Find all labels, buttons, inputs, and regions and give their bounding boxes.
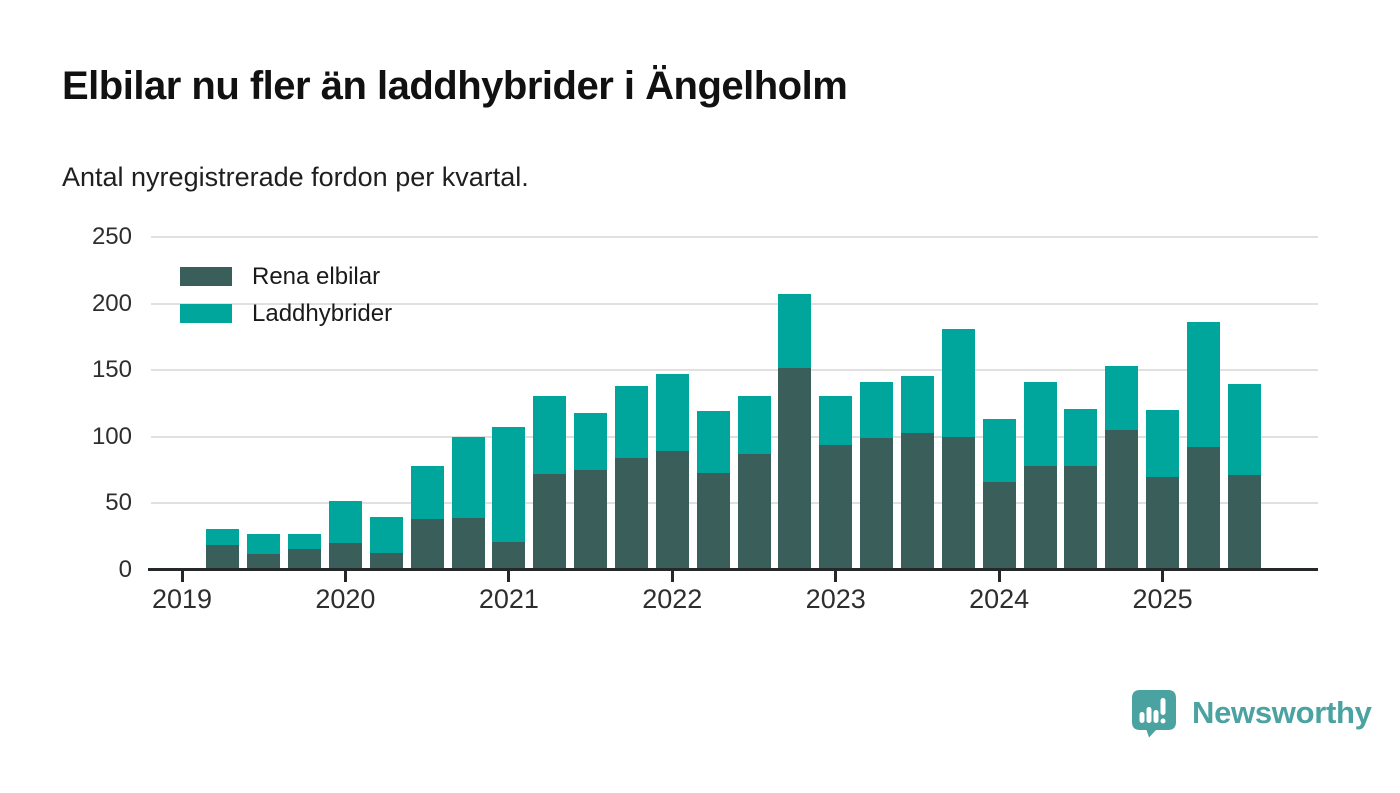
bar-segment-laddhybrider-2025-Q1 xyxy=(1146,410,1180,477)
bar-segment-laddhybrider-2025-Q2 xyxy=(1186,322,1220,448)
legend-item: Rena elbilar xyxy=(180,261,392,292)
chart-subtitle: Antal nyregistrerade fordon per kvartal. xyxy=(62,162,529,192)
bar-segment-rena-elbilar-2024-Q3 xyxy=(1064,466,1098,570)
x-axis-tick xyxy=(670,570,674,582)
gridline xyxy=(151,236,1318,238)
bar-segment-laddhybrider-2022-Q2 xyxy=(696,411,730,473)
bar-segment-rena-elbilar-2024-Q1 xyxy=(982,482,1016,570)
bar-segment-rena-elbilar-2022-Q1 xyxy=(655,451,689,570)
newsworthy-logo-icon xyxy=(1132,690,1176,738)
bar-segment-laddhybrider-2019-Q2 xyxy=(206,528,240,545)
x-axis-tick xyxy=(507,570,511,582)
bar-segment-laddhybrider-2020-Q4 xyxy=(451,436,485,519)
legend-item: Laddhybrider xyxy=(180,298,392,329)
bar-segment-rena-elbilar-2022-Q4 xyxy=(778,367,812,570)
legend-swatch xyxy=(180,267,232,286)
x-tick-label: 2024 xyxy=(969,584,1030,614)
bar-segment-laddhybrider-2021-Q4 xyxy=(614,386,648,459)
y-tick-label: 100 xyxy=(91,422,132,450)
x-tick-label: 2021 xyxy=(478,584,539,614)
bar-segment-laddhybrider-2023-Q3 xyxy=(900,375,934,433)
x-tick-label: 2023 xyxy=(805,584,866,614)
y-tick-label: 50 xyxy=(105,489,132,517)
bar-segment-rena-elbilar-2025-Q2 xyxy=(1186,447,1220,570)
bar-segment-laddhybrider-2023-Q1 xyxy=(819,395,853,445)
y-tick-label: 0 xyxy=(118,556,132,583)
bar-segment-rena-elbilar-2019-Q2 xyxy=(206,544,240,570)
bar-segment-rena-elbilar-2021-Q2 xyxy=(533,474,567,570)
bar-segment-laddhybrider-2022-Q4 xyxy=(778,294,812,368)
bar-segment-laddhybrider-2022-Q1 xyxy=(655,374,689,452)
bar-segment-laddhybrider-2023-Q2 xyxy=(860,382,894,439)
bar-segment-rena-elbilar-2024-Q2 xyxy=(1023,466,1057,570)
x-axis-tick xyxy=(997,570,1001,582)
gridline xyxy=(151,302,1318,305)
gridline xyxy=(151,435,1318,438)
bar-segment-laddhybrider-2021-Q2 xyxy=(533,395,567,475)
x-axis-tick xyxy=(343,570,347,582)
bar-segment-rena-elbilar-2023-Q1 xyxy=(819,444,853,570)
bar-segment-laddhybrider-2025-Q3 xyxy=(1227,383,1261,476)
bar-segment-rena-elbilar-2020-Q1 xyxy=(328,543,362,570)
bar-segment-laddhybrider-2024-Q4 xyxy=(1105,366,1139,431)
bar-segment-rena-elbilar-2019-Q3 xyxy=(247,554,281,570)
bar-segment-laddhybrider-2024-Q3 xyxy=(1064,408,1098,467)
bar-segment-rena-elbilar-2023-Q3 xyxy=(900,432,934,570)
bar-segment-laddhybrider-2021-Q3 xyxy=(574,412,608,471)
x-tick-label: 2020 xyxy=(315,584,376,614)
gridline xyxy=(151,369,1318,372)
bar-segment-laddhybrider-2020-Q2 xyxy=(369,516,403,553)
bar-segment-rena-elbilar-2019-Q4 xyxy=(288,548,322,570)
bar-segment-rena-elbilar-2020-Q3 xyxy=(410,519,444,570)
bar-segment-laddhybrider-2024-Q2 xyxy=(1023,382,1057,467)
legend-label: Laddhybrider xyxy=(252,299,393,327)
legend-label: Rena elbilar xyxy=(252,262,381,290)
legend-swatch xyxy=(180,304,232,323)
bar-segment-laddhybrider-2019-Q4 xyxy=(288,534,322,549)
bar-segment-laddhybrider-2022-Q3 xyxy=(737,395,771,455)
bar-segment-laddhybrider-2020-Q3 xyxy=(410,466,444,520)
bar-segment-laddhybrider-2023-Q4 xyxy=(941,328,975,437)
bar-segment-rena-elbilar-2021-Q1 xyxy=(492,542,526,570)
x-axis-tick xyxy=(834,570,838,582)
x-tick-label: 2022 xyxy=(642,584,703,614)
bar-segment-laddhybrider-2024-Q1 xyxy=(982,419,1016,483)
bar-segment-laddhybrider-2019-Q3 xyxy=(247,534,281,554)
bar-segment-rena-elbilar-2024-Q4 xyxy=(1105,430,1139,570)
bar-segment-rena-elbilar-2022-Q2 xyxy=(696,472,730,570)
bar-segment-laddhybrider-2020-Q1 xyxy=(328,500,362,544)
x-axis-tick xyxy=(180,570,184,582)
x-axis-line xyxy=(148,568,1318,571)
bar-segment-rena-elbilar-2025-Q1 xyxy=(1146,476,1180,570)
x-tick-label: 2019 xyxy=(151,584,213,614)
y-tick-label: 250 xyxy=(91,223,132,250)
bar-segment-rena-elbilar-2021-Q4 xyxy=(614,458,648,570)
gridline xyxy=(151,502,1318,505)
brand-footer: Newsworthy xyxy=(1130,688,1372,738)
y-tick-label: 200 xyxy=(91,289,132,317)
y-tick-label: 150 xyxy=(91,356,132,384)
bar-segment-rena-elbilar-2023-Q4 xyxy=(941,436,975,570)
x-tick-label: 2025 xyxy=(1132,584,1193,614)
bar-segment-laddhybrider-2021-Q1 xyxy=(492,427,526,543)
chart-title: Elbilar nu fler än laddhybrider i Ängelh… xyxy=(62,64,848,108)
bar-segment-rena-elbilar-2023-Q2 xyxy=(860,438,894,570)
legend: Rena elbilar Laddhybrider xyxy=(180,261,392,335)
bar-segment-rena-elbilar-2020-Q4 xyxy=(451,518,485,570)
bar-segment-rena-elbilar-2025-Q3 xyxy=(1227,475,1261,570)
bar-segment-rena-elbilar-2022-Q3 xyxy=(737,454,771,570)
bar-segment-rena-elbilar-2021-Q3 xyxy=(574,470,608,570)
bar-segment-rena-elbilar-2020-Q2 xyxy=(369,552,403,570)
x-axis-tick xyxy=(1161,570,1165,582)
brand-name: Newsworthy xyxy=(1192,695,1372,730)
